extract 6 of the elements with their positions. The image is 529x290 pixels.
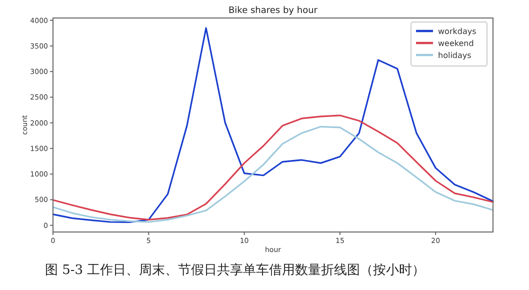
caption: 图 5-3 工作日、周末、节假日共享单车借用数量折线图（按小时）: [45, 262, 426, 278]
legend-label: workdays: [438, 27, 476, 36]
line-series: [52, 27, 494, 224]
chart-title: Bike shares by hour: [228, 6, 318, 16]
legend-label: weekend: [438, 39, 474, 48]
legend-label: holidays: [438, 51, 472, 60]
